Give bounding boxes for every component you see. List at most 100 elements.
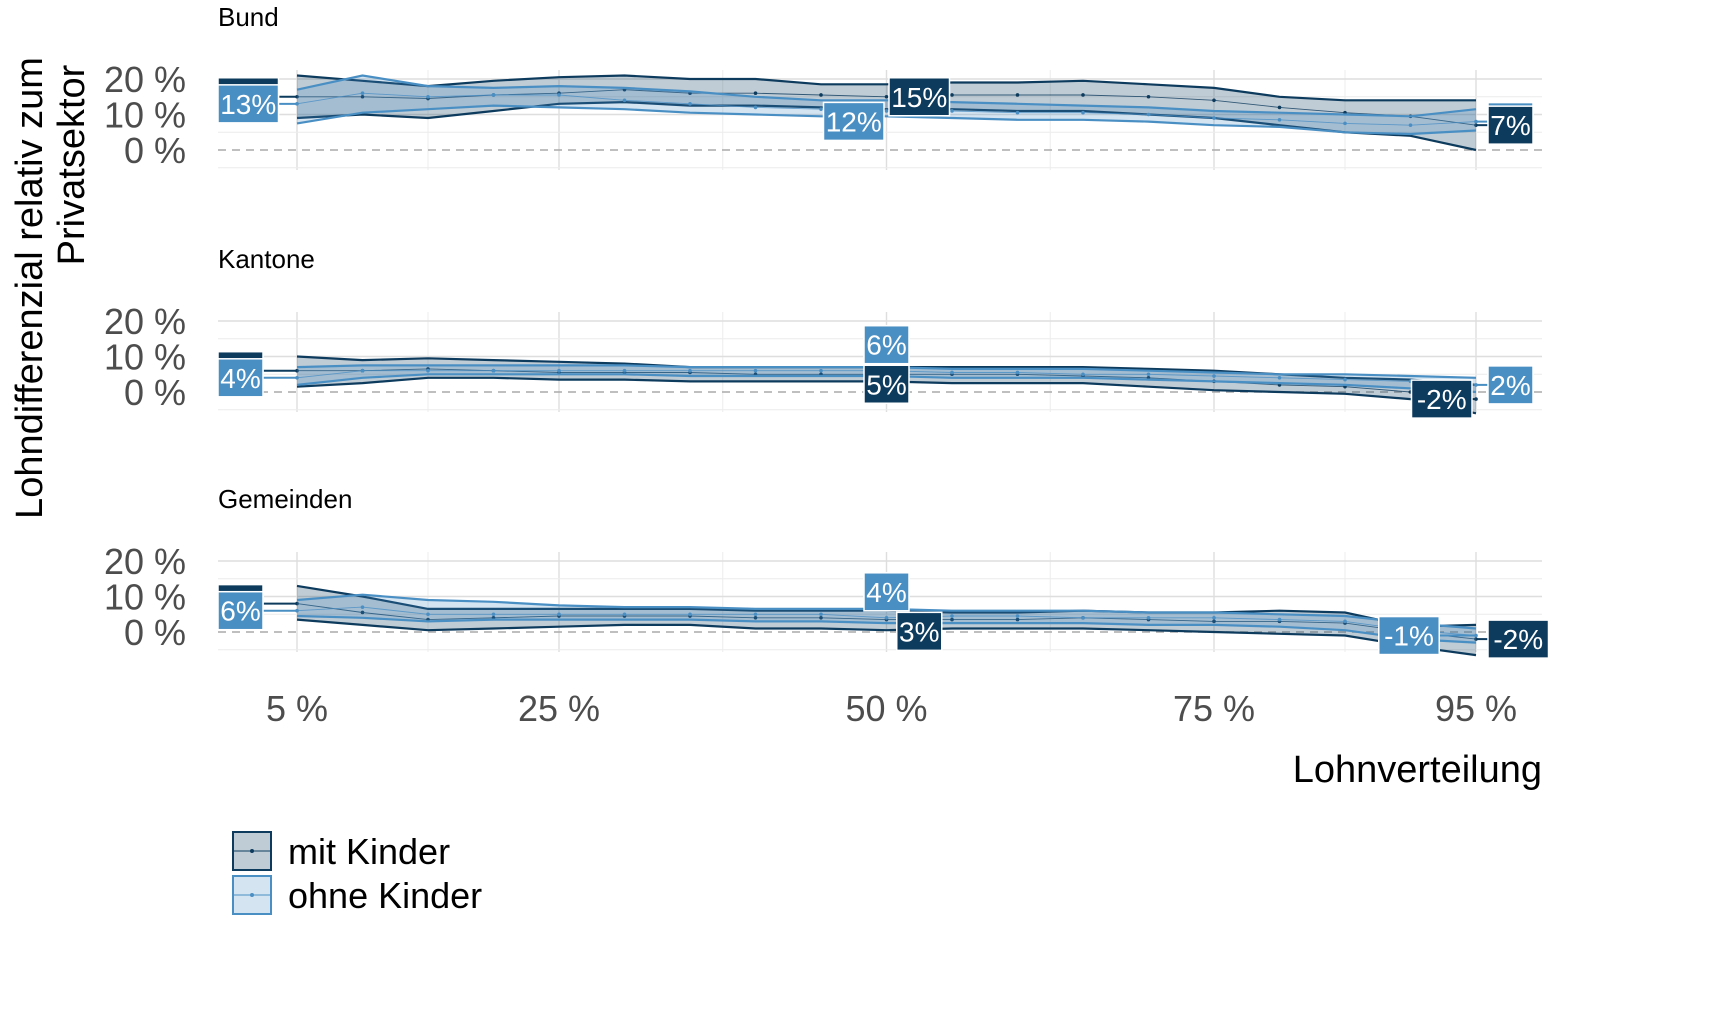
label-box [217,358,264,398]
label-text: -2% [1493,624,1543,655]
label-text: 4% [220,363,260,394]
data-point-mit [1277,105,1282,110]
legend-label-ohne-kinder: ohne Kinder [288,875,482,916]
data-point-ohne [1408,123,1413,127]
label-box [863,364,910,404]
data-label-mit: 15% [888,77,951,117]
data-label-mit: -2% [1476,619,1550,659]
label-box [896,611,943,652]
y-tick-label: 20 % [104,59,186,100]
data-point-ohne [688,102,692,106]
data-point-ohne [1343,377,1347,382]
data-point-mit [1015,617,1020,622]
data-point-ohne [753,105,758,110]
bound-line-upper-mit [296,74,1476,102]
data-point-ohne [1015,614,1020,618]
y-tick-label: 10 % [104,337,186,378]
data-point-ohne [426,612,430,617]
data-point-ohne [622,98,627,103]
data-point-mit [1015,93,1020,97]
label-box [1410,379,1473,419]
y-tick-label: 10 % [104,95,186,136]
data-point-ohne [1146,112,1151,117]
data-point-ohne [557,368,561,373]
data-point-ohne [1081,110,1085,115]
bound-line-upper-ohne [296,74,1477,118]
data-point-ohne [1015,370,1020,375]
bound-line-lower-ohne [296,614,1477,644]
data-point-mit [753,616,758,620]
label-box [1487,365,1534,405]
data-point-ohne [360,91,365,95]
data-label-ohne: 12% [822,101,885,142]
label-text: 2% [1490,370,1530,401]
x-tick-labels: 5 % 25 % 50 % 75 % 95 % [266,688,1517,729]
x-tick-label: 75 % [1173,688,1255,729]
data-point-mit [884,94,889,99]
label-text: 3% [899,616,939,647]
y-tick-label: 10 % [104,577,186,618]
data-point-ohne [360,605,365,609]
panel-title-kantone: Kantone [218,244,315,274]
data-point-mit [1212,619,1216,624]
data-point-ohne [622,368,627,373]
data-point-ohne [1015,110,1020,115]
x-axis-title: Lohnverteilung [1293,749,1542,791]
data-point-ohne [1081,616,1085,620]
data-point-mit [360,94,365,99]
legend: mit Kinder ohne Kinder [232,831,482,916]
data-label-ohne: 13% [217,84,297,124]
data-point-ohne [819,368,823,373]
data-point-ohne [1212,116,1216,120]
bound-line-lower-mit [296,618,1477,657]
data-point-ohne [1212,616,1216,620]
label-box [1487,619,1550,659]
x-tick-label: 50 % [845,688,927,729]
data-point-ohne [360,368,365,373]
label-text: 7% [1490,110,1530,141]
data-label-ohne: 2% [1476,365,1534,405]
data-point-mit [753,91,758,95]
x-tick-label: 5 % [266,688,328,729]
label-text: 6% [220,596,260,627]
data-point-ohne [1277,376,1282,380]
y-axis-title-line-2: Privatsektor [51,64,93,265]
data-label-ohne: 6% [217,590,297,631]
label-text: 4% [866,577,906,608]
data-point-mit [1146,94,1151,99]
data-point-ohne [819,107,823,111]
data-label-ohne: 4% [863,572,910,612]
data-point-ohne [1212,374,1216,378]
label-text: 12% [826,106,882,137]
x-tick-label: 95 % [1435,688,1517,729]
panel-title-bund: Bund [218,2,279,32]
legend-dot-ohne-kinder [250,893,254,897]
legend-dot-mit-kinder [250,849,254,853]
label-text: -1% [1384,621,1434,652]
label-box [863,572,910,612]
label-text: 6% [866,330,906,361]
ribbon-mit [297,75,1476,150]
data-point-mit [360,610,365,615]
data-point-ohne [491,368,496,373]
data-point-ohne [950,109,954,113]
data-point-ohne [1277,118,1282,122]
bound-line-lower-ohne [296,104,1477,136]
data-point-ohne [753,612,758,617]
data-point-ohne [491,612,496,617]
y-tick-label: 0 % [124,612,186,653]
data-point-ohne [1146,616,1151,620]
data-label-mit: 7% [1476,105,1534,145]
data-point-ohne [557,93,561,97]
data-point-mit [819,93,823,97]
data-point-ohne [884,616,889,620]
label-text: 5% [866,369,906,400]
data-label-mit: 5% [863,364,910,404]
label-box [888,77,951,117]
data-point-ohne [688,612,692,617]
y-tick-label: 0 % [124,372,186,413]
